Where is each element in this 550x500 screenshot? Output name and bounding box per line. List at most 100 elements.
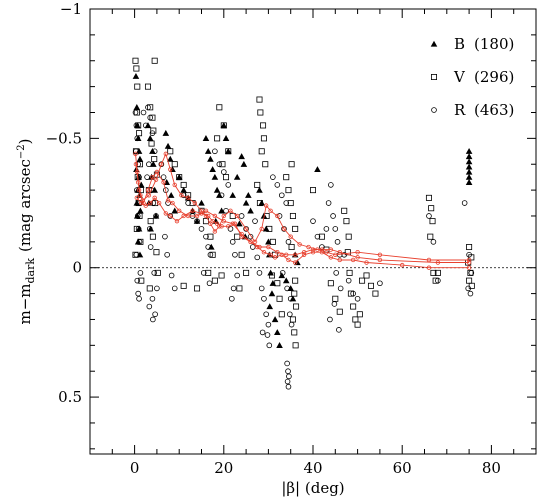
trend-point <box>153 177 159 182</box>
data-point-V <box>288 244 295 251</box>
data-point-B <box>274 329 281 336</box>
data-point-B <box>294 259 301 266</box>
data-point-V <box>134 83 141 90</box>
data-point-R <box>146 303 153 310</box>
data-point-R <box>185 200 191 206</box>
data-point-V <box>153 249 160 256</box>
trend-point <box>161 180 166 185</box>
trend-point <box>217 224 222 229</box>
data-point-B <box>220 122 228 129</box>
data-point-B <box>137 181 145 188</box>
data-point-R <box>263 311 269 318</box>
data-point-V <box>347 290 354 297</box>
data-point-B <box>213 186 221 193</box>
data-point-B <box>132 72 140 79</box>
y-axis-label-unit-close: ) <box>16 138 34 144</box>
data-point-V <box>148 140 155 147</box>
data-point-V <box>466 244 473 251</box>
data-point-R <box>435 277 441 284</box>
trend-point <box>243 226 249 232</box>
data-point-V <box>468 282 475 289</box>
data-point-V <box>258 148 265 155</box>
trend-point <box>163 211 169 216</box>
data-point-B <box>262 225 270 232</box>
y-axis-label: m−mdark (mag arcsec−2) <box>16 138 37 324</box>
data-point-R <box>152 311 158 318</box>
data-point-V <box>205 269 212 276</box>
data-point-R <box>243 226 249 232</box>
trend-point <box>179 193 184 198</box>
trend-point <box>275 213 280 219</box>
data-point-V <box>266 225 273 232</box>
trend-point <box>136 187 142 193</box>
data-point-V <box>218 272 225 279</box>
data-point-B <box>146 135 154 142</box>
data-point-V <box>216 104 223 111</box>
trend-point <box>174 218 180 224</box>
trend-point <box>203 208 209 214</box>
trend-point <box>297 242 302 247</box>
data-point-B <box>236 220 243 227</box>
data-point-R <box>287 311 293 318</box>
data-point-B <box>245 191 252 198</box>
trend-point <box>279 252 284 257</box>
data-point-R <box>133 148 139 155</box>
trend-point <box>263 203 269 208</box>
data-point-V <box>254 181 261 188</box>
trend-point <box>426 257 432 263</box>
data-point-B <box>268 290 276 297</box>
data-point-R <box>327 316 333 323</box>
trend-point <box>377 257 383 263</box>
data-point-V <box>283 174 290 181</box>
data-point-B <box>218 207 225 214</box>
legend-marker-B <box>430 40 438 47</box>
data-point-V <box>285 187 292 194</box>
trend-point <box>268 252 273 257</box>
data-point-R <box>134 277 141 284</box>
data-point-B <box>193 217 201 224</box>
legend-label: V <box>453 68 466 86</box>
data-point-R <box>229 295 235 302</box>
data-point-R <box>337 285 344 292</box>
data-point-V <box>151 156 158 163</box>
trend-point <box>466 257 472 263</box>
data-point-V <box>144 83 151 90</box>
data-point-R <box>333 270 339 276</box>
trend-point <box>466 260 472 265</box>
trend-point <box>214 221 220 226</box>
data-point-R <box>134 213 141 219</box>
trend-point <box>134 195 140 201</box>
data-point-R <box>254 254 261 261</box>
data-point-B <box>229 191 237 198</box>
trend-point <box>259 226 264 232</box>
data-point-V <box>214 135 221 142</box>
trend-point <box>337 257 342 263</box>
trend-point <box>275 249 280 255</box>
data-point-V <box>359 277 366 284</box>
data-point-V <box>367 282 374 289</box>
trend-point <box>319 247 325 252</box>
trend-point <box>145 187 151 193</box>
trend-point <box>261 249 267 255</box>
data-point-V <box>341 207 348 214</box>
data-point-V <box>372 290 379 297</box>
trend-point <box>168 213 173 219</box>
data-point-R <box>135 226 142 232</box>
data-point-R <box>287 295 294 302</box>
data-point-R <box>221 169 227 175</box>
data-point-V <box>343 218 350 225</box>
trend-point <box>426 265 432 270</box>
trend-point <box>319 249 325 255</box>
data-point-B <box>148 173 155 180</box>
data-point-V <box>154 269 161 276</box>
data-point-V <box>147 104 154 111</box>
trend-point <box>228 208 233 214</box>
data-point-V <box>138 277 145 284</box>
trend-point <box>272 255 278 260</box>
data-point-V <box>147 218 154 225</box>
data-point-V <box>466 277 473 284</box>
trend-point <box>210 218 215 224</box>
data-point-B <box>133 104 141 110</box>
trend-point <box>212 213 218 219</box>
trend-point <box>185 213 191 219</box>
